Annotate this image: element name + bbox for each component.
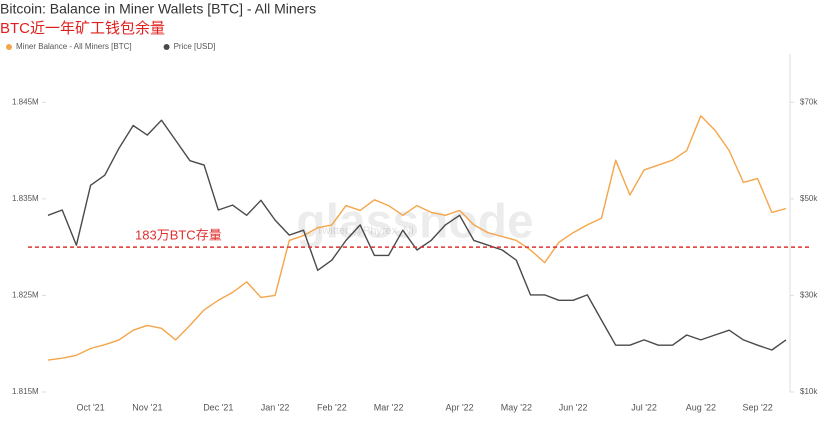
legend-dot xyxy=(6,44,12,50)
y-tick-label: 1.815M xyxy=(12,387,39,396)
legend-dot xyxy=(163,44,170,50)
x-tick-label: Jan '22 xyxy=(261,402,290,412)
x-tick-label: Sep '22 xyxy=(742,402,772,412)
x-tick-label: Jul '22 xyxy=(631,402,657,412)
y2-tick-label: $70k xyxy=(800,97,818,106)
x-tick-label: Oct '21 xyxy=(76,402,104,412)
chart-title: Bitcoin: Balance in Miner Wallets [BTC] … xyxy=(0,1,316,17)
series-line xyxy=(47,115,787,361)
watermark: glassnode xyxy=(296,196,533,249)
y2-tick-label: $50k xyxy=(800,194,818,203)
series-line xyxy=(47,119,787,351)
watermark-credit: Twitter:@Phyrex_Ni xyxy=(316,225,413,237)
x-tick-label: Jun '22 xyxy=(559,402,588,412)
y-tick-label: 1.845M xyxy=(12,97,39,106)
legend-label: Miner Balance - All Miners [BTC] xyxy=(16,42,132,51)
x-tick-label: May '22 xyxy=(501,402,532,412)
x-tick-label: Dec '21 xyxy=(203,402,233,412)
x-tick-label: Apr '22 xyxy=(445,402,473,412)
chart-subtitle: BTC近一年矿工钱包余量 xyxy=(0,19,165,37)
y-tick-label: 1.825M xyxy=(12,291,39,300)
x-tick-label: Nov '21 xyxy=(132,402,162,412)
x-tick-label: Mar '22 xyxy=(374,402,404,412)
y2-tick-label: $30k xyxy=(800,291,818,300)
reference-label: 183万BTC存量 xyxy=(135,228,222,243)
x-tick-label: Aug '22 xyxy=(686,402,716,412)
x-tick-label: Feb '22 xyxy=(317,402,347,412)
y-tick-label: 1.835M xyxy=(12,194,39,203)
legend-label: Price [USD] xyxy=(174,42,216,51)
y2-tick-label: $10k xyxy=(800,387,818,396)
